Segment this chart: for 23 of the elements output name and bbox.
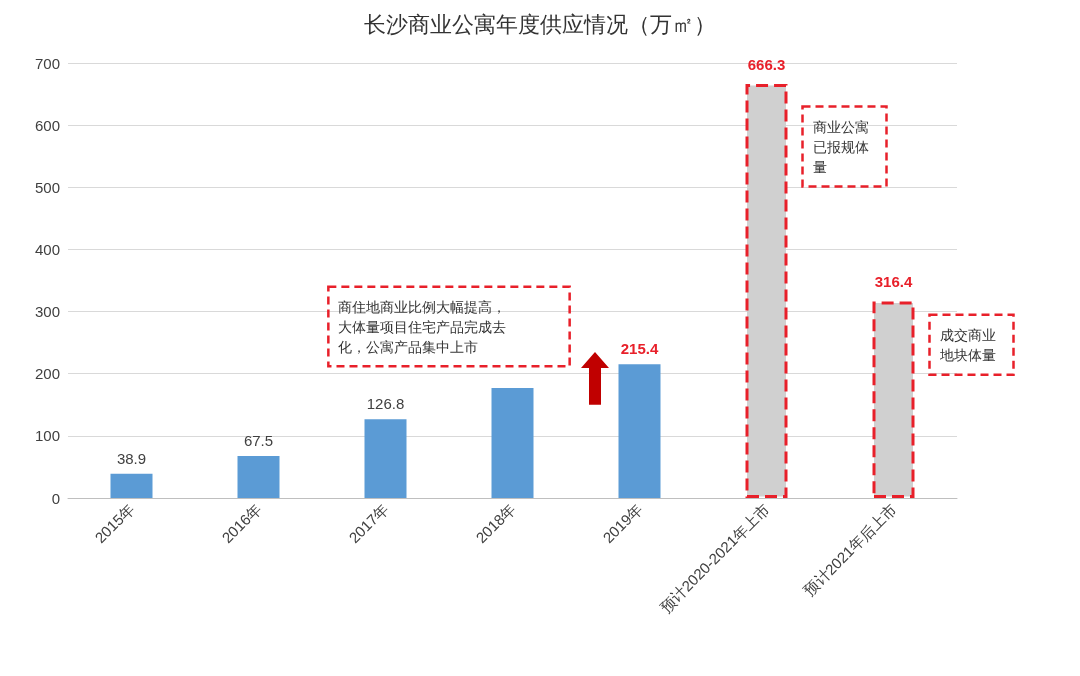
y-tick-label: 0 [51, 489, 60, 507]
data-label: 215.4 [620, 340, 659, 358]
data-label: 67.5 [243, 432, 274, 450]
y-tick-label: 300 [34, 303, 60, 321]
y-tick-label: 200 [34, 365, 60, 383]
bar [491, 388, 534, 498]
chart-title: 长沙商业公寓年度供应情况（万㎡） [364, 11, 716, 37]
annotation: 商住地商业比例大幅提高，大体量项目住宅产品完成去化，公寓产品集中上市 [338, 298, 507, 355]
y-tick-label: 500 [34, 178, 60, 196]
bar [364, 419, 407, 498]
annotation: 商业公寓已报规体量 [812, 118, 869, 175]
y-tick-label: 100 [34, 427, 60, 445]
y-tick-label: 400 [34, 240, 60, 258]
data-label: 666.3 [747, 55, 786, 73]
bar [237, 456, 280, 498]
y-tick-label: 600 [34, 116, 60, 134]
data-label: 38.9 [116, 449, 147, 467]
bar [618, 364, 661, 498]
data-label: 126.8 [366, 395, 405, 413]
data-label: 316.4 [874, 273, 913, 291]
bar [110, 473, 153, 498]
y-tick-label: 700 [34, 54, 60, 72]
annotation: 成交商业地块体量 [938, 326, 996, 363]
